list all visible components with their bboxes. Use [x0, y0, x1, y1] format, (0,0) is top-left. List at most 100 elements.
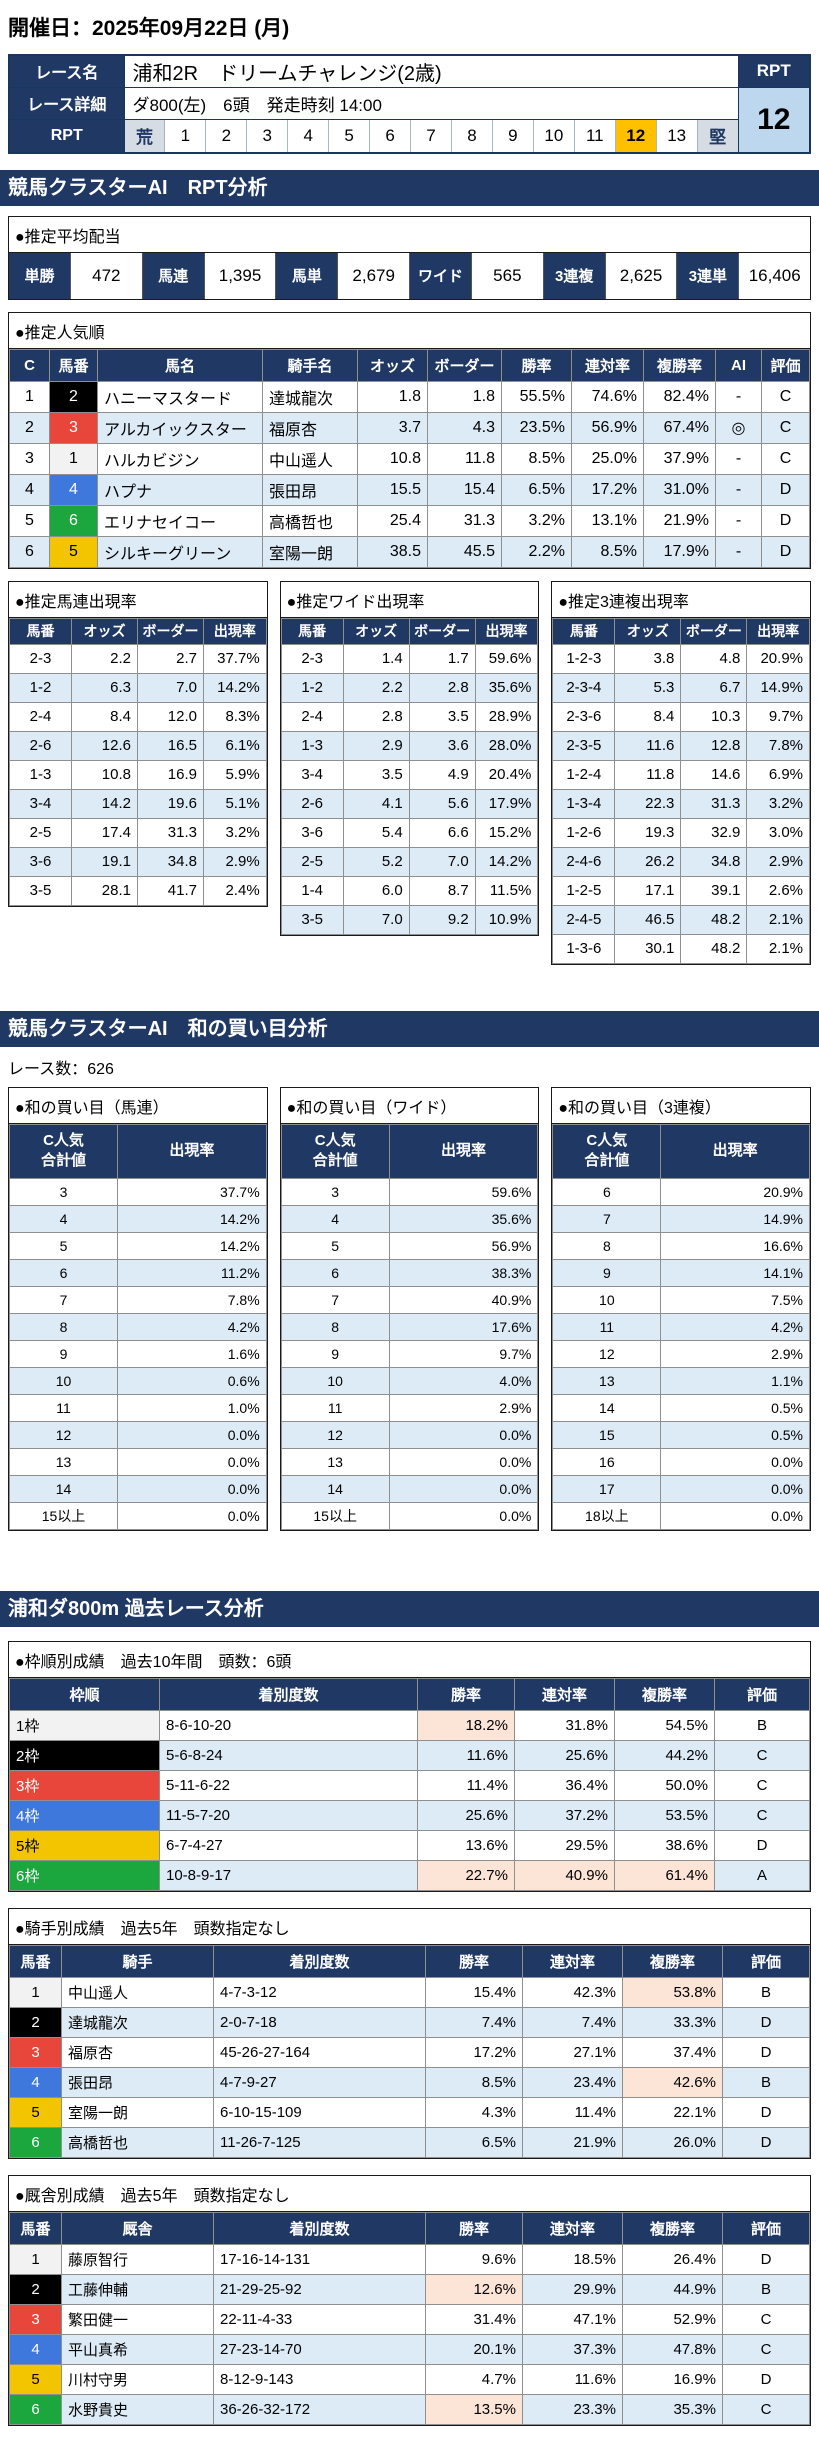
- probability-row: 1-2-6 19.3 32.9 3.0%: [552, 817, 811, 848]
- combination-cell: 1-2: [9, 672, 72, 703]
- odds-cell: 14.2: [71, 788, 138, 819]
- column-header: 騎手名: [262, 348, 358, 382]
- probability-row: 2-4 2.8 3.5 28.9%: [280, 701, 539, 732]
- column-header: ボーダー: [427, 348, 502, 382]
- popularity-sum-cell: 12: [552, 1339, 662, 1368]
- jockey-name-cell: 中山遥人: [262, 442, 358, 475]
- occurrence-rate-cell: 4.2%: [660, 1312, 811, 1341]
- show-rate-cell: 47.8%: [622, 2333, 723, 2365]
- column-header: 馬番: [552, 617, 616, 645]
- probability-row: 2-3-5 11.6 12.8 7.8%: [552, 730, 811, 761]
- occurrence-rate-cell: 37.7%: [203, 643, 267, 674]
- popularity-sum-cell: 7: [9, 1285, 118, 1314]
- evaluation-cell: D: [722, 2096, 810, 2128]
- combination-cell: 2-4: [9, 701, 72, 732]
- kaime-row: 9 1.6%: [9, 1339, 267, 1368]
- payout-value: 1,395: [204, 252, 277, 299]
- quinella-rate-cell: 74.6%: [571, 380, 644, 413]
- occurrence-rate-cell: 10.9%: [474, 904, 539, 935]
- record-cell: 36-26-32-172: [213, 2393, 426, 2425]
- quinella-rate-cell: 29.9%: [522, 2273, 623, 2305]
- kaime-row: 10 0.6%: [9, 1366, 267, 1395]
- race-name-value: 浦和2R ドリームチャレンジ(2歳): [123, 54, 739, 88]
- border-cell: 3.6: [408, 730, 476, 761]
- occurrence-rate-cell: 3.2%: [746, 788, 811, 819]
- show-rate-cell: 82.4%: [643, 380, 716, 413]
- occurrence-rate-cell: 2.9%: [388, 1393, 539, 1422]
- border-cell: 7.0: [408, 846, 476, 877]
- occurrence-rate-cell: 37.7%: [117, 1177, 267, 1206]
- border-cell: 1.7: [408, 643, 476, 674]
- occurrence-rate-cell: 0.0%: [388, 1474, 539, 1503]
- occurrence-rate-cell: 0.0%: [660, 1501, 811, 1530]
- stats-row: 2 達城龍次 2-0-7-18 7.4% 7.4% 33.3% D: [9, 2006, 810, 2038]
- show-rate-cell: 38.6%: [614, 1829, 715, 1861]
- record-cell: 8-6-10-20: [159, 1709, 418, 1741]
- payout-type-label: 馬連: [142, 252, 205, 299]
- kaime-row: 8 17.6%: [280, 1312, 539, 1341]
- border-cell: 2.7: [137, 643, 204, 674]
- popularity-row: 4 4 ハプナ 張田昂 15.5 15.4 6.5% 17.2% 31.0% - D: [9, 473, 810, 506]
- column-header: 勝率: [501, 348, 572, 382]
- popularity-sum-cell: 10: [9, 1366, 118, 1395]
- evaluation-cell: D: [761, 535, 810, 568]
- win-rate-cell: 17.2%: [425, 2036, 523, 2068]
- ai-mark-cell: ◎: [715, 411, 762, 444]
- probability-row: 2-4-6 26.2 34.8 2.9%: [552, 846, 811, 877]
- quinella-rate-cell: 21.9%: [522, 2126, 623, 2158]
- rpt-scale-cell: 9: [491, 119, 533, 152]
- popularity-sum-cell: 6: [280, 1258, 390, 1287]
- horse-name-cell: アルカイックスター: [97, 411, 263, 444]
- c-rank-cell: 2: [9, 411, 50, 444]
- jockey-stats-table: 馬番 騎手 着別度数 勝率 連対率 複勝率 評価 1 中山遥人 4-7-3-12 15.4% 42.…: [9, 1944, 810, 2158]
- kaime-row: 17 0.0%: [552, 1474, 811, 1503]
- stats-row: 4 張田昂 4-7-9-27 8.5% 23.4% 42.6% B: [9, 2066, 810, 2098]
- person-name-cell: 中山遥人: [61, 1976, 214, 2008]
- popularity-box: ●推定人気順 C 馬番 馬名 騎手名 オッズ ボーダー 勝率 連対率 複勝率 AI 評価 1 2 ハニー…: [8, 311, 811, 569]
- probability-row: 3-5 28.1 41.7 2.4%: [9, 875, 267, 906]
- evaluation-cell: A: [714, 1859, 810, 1891]
- popularity-sum-cell: 11: [9, 1393, 118, 1422]
- kaime-row: 12 0.0%: [9, 1420, 267, 1449]
- column-header: 勝率: [425, 1944, 523, 1978]
- popularity-sum-cell: 8: [280, 1312, 390, 1341]
- probability-row: 2-3 2.2 2.7 37.7%: [9, 643, 267, 674]
- popularity-header-row: C 馬番 馬名 騎手名 オッズ ボーダー 勝率 連対率 複勝率 AI 評価: [9, 348, 810, 382]
- kaime-row: 11 2.9%: [280, 1393, 539, 1422]
- probability-row: 2-3-4 5.3 6.7 14.9%: [552, 672, 811, 703]
- horse-number-badge: 1: [9, 1976, 62, 2008]
- occurrence-rate-cell: 40.9%: [388, 1285, 539, 1314]
- border-cell: 7.0: [137, 672, 204, 703]
- payout-value: 16,406: [739, 252, 811, 299]
- rpt-scale-cell: 8: [451, 119, 492, 152]
- probability-row: 2-4 8.4 12.0 8.3%: [9, 701, 267, 732]
- occurrence-rate-cell: 2.9%: [746, 846, 811, 877]
- popularity-row: 3 1 ハルカビジン 中山遥人 10.8 11.8 8.5% 25.0% 37.9% - C: [9, 442, 810, 475]
- evaluation-cell: C: [714, 1799, 810, 1831]
- quinella-rate-cell: 31.8%: [514, 1709, 615, 1741]
- border-cell: 6.6: [408, 817, 476, 848]
- person-name-cell: 達城龍次: [61, 2006, 214, 2038]
- combination-cell: 1-2-6: [552, 817, 616, 848]
- occurrence-rate-cell: 0.0%: [388, 1447, 539, 1476]
- column-header: 勝率: [417, 1677, 515, 1711]
- record-cell: 6-7-4-27: [159, 1829, 418, 1861]
- column-header: 複勝率: [622, 2211, 723, 2245]
- popularity-sum-cell: 9: [552, 1258, 662, 1287]
- stats-row: 6枠 10-8-9-17 22.7% 40.9% 61.4% A: [9, 1859, 810, 1891]
- show-rate-cell: 37.9%: [643, 442, 716, 475]
- record-cell: 4-7-9-27: [213, 2066, 426, 2098]
- occurrence-rate-cell: 11.2%: [117, 1258, 267, 1287]
- probability-row: 2-3-6 8.4 10.3 9.7%: [552, 701, 811, 732]
- occurrence-rate-cell: 2.1%: [746, 933, 811, 964]
- probability-row: 3-6 19.1 34.8 2.9%: [9, 846, 267, 877]
- column-header: 連対率: [571, 348, 644, 382]
- popularity-box-title: ●推定人気順: [9, 312, 810, 349]
- jockey-stats-title: ●騎手別成績 過去5年 頭数指定なし: [9, 1908, 810, 1945]
- combination-cell: 3-4: [9, 788, 72, 819]
- border-cell: 12.0: [137, 701, 204, 732]
- occurrence-rate-cell: 35.6%: [474, 672, 539, 703]
- person-name-cell: 川村守男: [61, 2363, 214, 2395]
- border-cell: 48.2: [680, 933, 748, 964]
